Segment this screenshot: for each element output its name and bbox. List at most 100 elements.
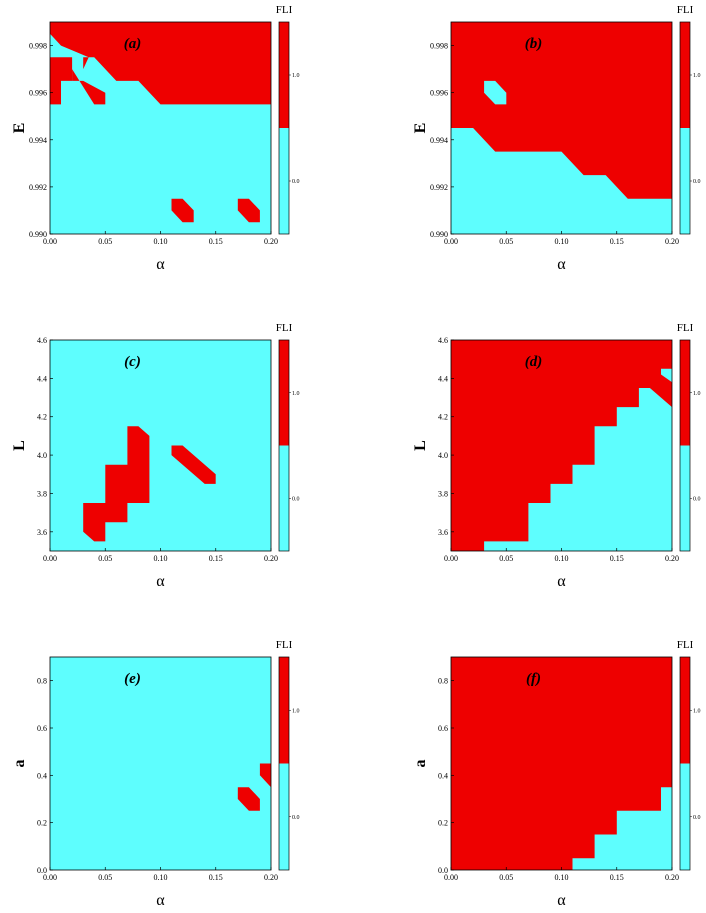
x-axis-label: α (557, 892, 566, 909)
chaotic-region (50, 22, 61, 46)
y-tick-label: 0.4 (37, 771, 47, 780)
panel-label: (a) (124, 36, 142, 52)
x-tick-label: 0.20 (264, 873, 278, 882)
chaotic-region (83, 426, 150, 542)
panel-label: (d) (525, 354, 543, 370)
colorbar-title: FLI (677, 639, 694, 651)
colorbar-chaotic (680, 22, 690, 128)
x-tick-label: 0.15 (209, 873, 223, 882)
x-axis-label: α (156, 573, 165, 590)
colorbar-frame (679, 339, 691, 552)
chaotic-region (61, 22, 271, 105)
chart-panel: 0.00 0.05 0.10 0.15 0.20 0.0 0.2 0.4 0.6 0.8 α a (e)… (11, 639, 300, 909)
plot-background (50, 340, 271, 551)
y-tick-label: 3.8 (438, 489, 448, 498)
y-tick-label: 0.8 (37, 677, 47, 686)
colorbar-chaotic (279, 340, 289, 446)
x-tick-label: 0.20 (665, 237, 679, 246)
chart-panel: 0.00 0.05 0.10 0.15 0.20 3.6 3.8 4.0 4.2 4.4 4.6 α L… (412, 322, 701, 590)
y-tick-label: 0.6 (37, 724, 47, 733)
y-axis-label: L (11, 440, 28, 451)
y-axis-label: a (412, 760, 429, 768)
colorbar-regular (680, 128, 690, 234)
y-axis-label: E (11, 123, 28, 134)
colorbar-tick-label: 0.0 (292, 496, 300, 502)
x-tick-label: 0.10 (555, 554, 569, 563)
x-tick-label: 0.00 (444, 237, 458, 246)
chaotic-region (171, 198, 194, 223)
y-axis-label: L (412, 440, 429, 451)
colorbar-title: FLI (276, 639, 293, 651)
x-tick-label: 0.10 (154, 873, 168, 882)
y-tick-label: 3.8 (37, 489, 47, 498)
x-tick-label: 0.00 (43, 873, 57, 882)
colorbar-frame (278, 656, 290, 871)
colorbar-regular (680, 445, 690, 551)
colorbar-frame (278, 21, 290, 235)
chart-panel: 0.00 0.05 0.10 0.15 0.20 0.990 0.992 0.994 0.996… (11, 4, 300, 273)
plot-background (50, 657, 271, 870)
colorbar-tick-label: 1.0 (693, 391, 701, 397)
x-tick-label: 0.20 (665, 873, 679, 882)
y-tick-label: 0.2 (37, 819, 47, 828)
y-tick-label: 4.6 (438, 336, 448, 345)
x-tick-label: 0.00 (444, 554, 458, 563)
y-tick-label: 3.6 (438, 528, 448, 537)
y-tick-label: 0.4 (438, 771, 448, 780)
colorbar-tick-label: 1.0 (693, 708, 701, 714)
x-tick-label: 0.20 (264, 554, 278, 563)
x-tick-label: 0.10 (555, 237, 569, 246)
regular-region (572, 787, 672, 870)
colorbar-tick-label: 1.0 (292, 708, 300, 714)
colorbar-tick-label: 0.0 (292, 815, 300, 821)
y-tick-label: 0.2 (438, 819, 448, 828)
x-tick-label: 0.15 (610, 873, 624, 882)
colorbar-tick-label: 0.0 (693, 496, 701, 502)
panel-label: (e) (124, 671, 141, 687)
y-tick-label: 0.994 (29, 136, 47, 145)
x-tick-label: 0.00 (43, 237, 57, 246)
y-tick-label: 0.6 (438, 724, 448, 733)
x-tick-label: 0.20 (665, 554, 679, 563)
colorbar-tick-label: 1.0 (292, 73, 300, 79)
y-tick-label: 0.990 (29, 230, 47, 239)
panel-label: (c) (124, 354, 141, 370)
colorbar-frame (278, 339, 290, 552)
y-tick-label: 4.0 (438, 451, 448, 460)
y-tick-label: 3.6 (37, 528, 47, 537)
y-tick-label: 0.994 (430, 136, 448, 145)
y-tick-label: 0.0 (438, 866, 448, 875)
colorbar-frame (679, 656, 691, 871)
x-tick-label: 0.10 (154, 237, 168, 246)
y-tick-label: 0.992 (430, 183, 448, 192)
colorbar-tick-label: 0.0 (693, 815, 701, 821)
y-tick-label: 4.4 (37, 374, 47, 383)
colorbar-chaotic (680, 657, 690, 764)
colorbar-title: FLI (276, 322, 293, 334)
y-tick-label: 0.996 (430, 89, 448, 98)
chart-panel: 0.00 0.05 0.10 0.15 0.20 3.6 3.8 4.0 4.2 4.4 4.6 α L… (11, 322, 300, 590)
regular-region (484, 80, 507, 105)
y-tick-label: 0.996 (29, 89, 47, 98)
colorbar-title: FLI (677, 322, 694, 334)
colorbar-tick-label: 0.0 (693, 179, 701, 185)
x-tick-label: 0.05 (98, 873, 112, 882)
x-tick-label: 0.15 (209, 554, 223, 563)
y-tick-label: 4.2 (438, 413, 448, 422)
y-tick-label: 4.0 (37, 451, 47, 460)
colorbar-tick-label: 0.0 (292, 179, 300, 185)
regular-region (661, 368, 672, 383)
x-tick-label: 0.05 (499, 554, 513, 563)
x-tick-label: 0.05 (499, 873, 513, 882)
x-tick-label: 0.15 (610, 237, 624, 246)
y-tick-label: 0.990 (430, 230, 448, 239)
colorbar-chaotic (279, 657, 289, 764)
x-tick-label: 0.10 (555, 873, 569, 882)
colorbar-regular (279, 128, 289, 234)
chart-panel: 0.00 0.05 0.10 0.15 0.20 0.990 0.992 0.994 0.996… (412, 4, 701, 273)
colorbar-chaotic (279, 22, 289, 128)
x-tick-label: 0.00 (43, 554, 57, 563)
y-tick-label: 4.4 (438, 374, 448, 383)
chaotic-region (72, 69, 106, 105)
